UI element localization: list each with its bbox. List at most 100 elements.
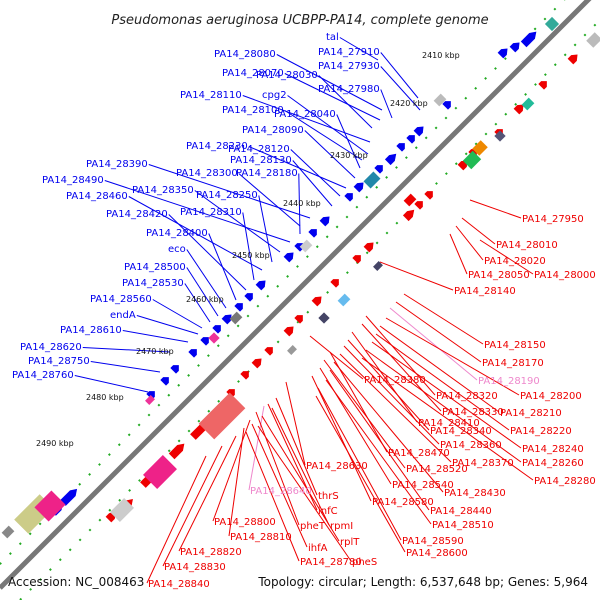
forward-gene-label[interactable]: PA14_28120 xyxy=(228,144,290,155)
forward-gene-label[interactable]: PA14_28040 xyxy=(274,109,336,120)
reverse-gene-box[interactable] xyxy=(472,140,488,156)
forward-gene-label[interactable]: PA14_28620 xyxy=(20,342,82,353)
reverse-gene-arrow[interactable] xyxy=(402,207,417,222)
reverse-gene-label[interactable]: PA14_28510 xyxy=(432,520,494,531)
reverse-gene-label[interactable]: PA14_28330 xyxy=(442,407,504,418)
reverse-gene-label[interactable]: PA14_28780 xyxy=(300,557,362,568)
reverse-gene-label[interactable]: PA14_28280 xyxy=(534,476,596,487)
forward-gene-label[interactable]: endA xyxy=(110,310,136,321)
forward-gene-arrow[interactable] xyxy=(396,140,407,152)
forward-gene-label[interactable]: PA14_28490 xyxy=(42,175,104,186)
forward-gene-label[interactable]: PA14_28180 xyxy=(236,168,298,179)
forward-gene-arrow[interactable] xyxy=(319,214,333,227)
forward-gene-label[interactable]: cpg2 xyxy=(262,90,287,101)
reverse-gene-label[interactable]: PA14_28200 xyxy=(520,391,582,402)
reverse-gene-box[interactable] xyxy=(318,312,330,324)
forward-gene-arrow[interactable] xyxy=(170,362,181,374)
reverse-gene-arrow[interactable] xyxy=(251,356,265,369)
reverse-gene-box[interactable] xyxy=(403,193,417,207)
forward-gene-box[interactable] xyxy=(34,490,66,522)
forward-gene-arrow[interactable] xyxy=(294,240,305,252)
forward-gene-label[interactable]: PA14_28610 xyxy=(60,325,122,336)
forward-gene-box[interactable] xyxy=(145,395,155,405)
forward-gene-label[interactable]: PA14_28750 xyxy=(28,356,90,367)
forward-gene-label[interactable]: PA14_28130 xyxy=(230,155,292,166)
forward-gene-label[interactable]: eco xyxy=(168,244,186,255)
reverse-gene-label[interactable]: PA14_28810 xyxy=(230,532,292,543)
forward-gene-label[interactable]: PA14_27980 xyxy=(318,84,380,95)
forward-gene-arrow[interactable] xyxy=(200,334,211,346)
forward-gene-box[interactable] xyxy=(363,171,381,189)
reverse-gene-label[interactable]: PA14_28320 xyxy=(436,391,498,402)
forward-gene-label[interactable]: PA14_28760 xyxy=(12,370,74,381)
forward-gene-label[interactable]: PA14_27930 xyxy=(318,61,380,72)
forward-gene-label[interactable]: PA14_28230 xyxy=(186,141,248,152)
forward-gene-arrow[interactable] xyxy=(234,300,245,312)
forward-gene-arrow[interactable] xyxy=(308,226,319,238)
forward-gene-arrow[interactable] xyxy=(442,98,453,110)
reverse-gene-label[interactable]: PA14_28340 xyxy=(430,426,492,437)
reverse-gene-label[interactable]: PA14_28370 xyxy=(452,458,514,469)
forward-gene-label[interactable]: PA14_28400 xyxy=(146,228,208,239)
reverse-gene-label[interactable]: PA14_28170 xyxy=(482,358,544,369)
forward-gene-label[interactable]: PA14_28530 xyxy=(122,278,184,289)
reverse-gene-label[interactable]: PA14_28010 xyxy=(496,240,558,251)
reverse-gene-label[interactable]: PA14_28150 xyxy=(484,340,546,351)
reverse-gene-label[interactable]: PA14_28830 xyxy=(164,562,226,573)
reverse-gene-arrow[interactable] xyxy=(311,294,325,307)
reverse-gene-label[interactable]: PA14_28440 xyxy=(430,506,492,517)
forward-gene-label[interactable]: PA14_28070 xyxy=(222,68,284,79)
reverse-gene-box[interactable] xyxy=(521,97,535,111)
forward-gene-box[interactable] xyxy=(1,525,15,539)
forward-gene-arrow[interactable] xyxy=(374,162,385,174)
reverse-gene-label[interactable]: PA14_28540 xyxy=(392,480,454,491)
reverse-gene-arrow[interactable] xyxy=(363,240,377,253)
forward-gene-arrow[interactable] xyxy=(244,290,255,302)
forward-gene-arrow[interactable] xyxy=(60,486,80,506)
reverse-gene-label[interactable]: pheT xyxy=(300,521,326,532)
reverse-gene-arrow[interactable] xyxy=(330,276,341,288)
reverse-gene-arrow[interactable] xyxy=(513,102,527,115)
forward-gene-label[interactable]: PA14_28460 xyxy=(66,191,128,202)
forward-gene-label[interactable]: PA14_28300 xyxy=(176,168,238,179)
forward-gene-label[interactable]: PA14_28090 xyxy=(242,125,304,136)
reverse-gene-arrow[interactable] xyxy=(168,441,187,460)
reverse-gene-label[interactable]: PA14_28020 xyxy=(484,256,546,267)
forward-gene-label[interactable]: PA14_28030 xyxy=(256,70,318,81)
reverse-gene-arrow[interactable] xyxy=(352,252,363,264)
reverse-gene-label[interactable]: PA14_28640 xyxy=(250,486,312,497)
forward-gene-label[interactable]: PA14_28310 xyxy=(180,207,242,218)
reverse-gene-box[interactable] xyxy=(198,392,246,440)
forward-gene-label[interactable]: PA14_28100 xyxy=(222,105,284,116)
reverse-gene-box[interactable] xyxy=(109,497,135,523)
forward-gene-label[interactable]: PA14_28350 xyxy=(132,185,194,196)
reverse-gene-label[interactable]: PA14_28470 xyxy=(388,448,450,459)
forward-gene-arrow[interactable] xyxy=(212,322,223,334)
reverse-gene-arrow[interactable] xyxy=(294,312,305,324)
reverse-gene-box[interactable] xyxy=(143,455,177,489)
forward-gene-arrow[interactable] xyxy=(406,132,417,144)
reverse-gene-label[interactable]: PA14_28190 xyxy=(478,376,540,387)
reverse-gene-arrow[interactable] xyxy=(283,324,297,337)
reverse-gene-label[interactable]: PA14_28360 xyxy=(440,440,502,451)
forward-gene-arrow[interactable] xyxy=(160,374,171,386)
reverse-gene-arrow[interactable] xyxy=(264,344,275,356)
reverse-gene-box[interactable] xyxy=(586,32,600,48)
forward-gene-label[interactable]: tal xyxy=(326,32,339,43)
reverse-gene-label[interactable]: PA14_28260 xyxy=(522,458,584,469)
reverse-gene-label[interactable]: PA14_28430 xyxy=(444,488,506,499)
reverse-gene-label[interactable]: PA14_28800 xyxy=(214,517,276,528)
forward-gene-label[interactable]: PA14_28110 xyxy=(180,90,242,101)
reverse-gene-arrow[interactable] xyxy=(424,188,435,200)
reverse-gene-box[interactable] xyxy=(373,261,383,271)
forward-gene-label[interactable]: PA14_28250 xyxy=(196,190,258,201)
reverse-gene-label[interactable]: pheS xyxy=(352,557,377,568)
forward-gene-arrow[interactable] xyxy=(384,151,399,166)
forward-gene-label[interactable]: PA14_28420 xyxy=(106,209,168,220)
forward-gene-arrow[interactable] xyxy=(283,250,297,263)
reverse-gene-label[interactable]: PA14_28590 xyxy=(402,536,464,547)
reverse-gene-arrow[interactable] xyxy=(567,52,581,65)
reverse-gene-box[interactable] xyxy=(462,150,482,170)
reverse-gene-label[interactable]: rpmI xyxy=(330,521,353,532)
reverse-gene-label[interactable]: PA14_28240 xyxy=(522,444,584,455)
